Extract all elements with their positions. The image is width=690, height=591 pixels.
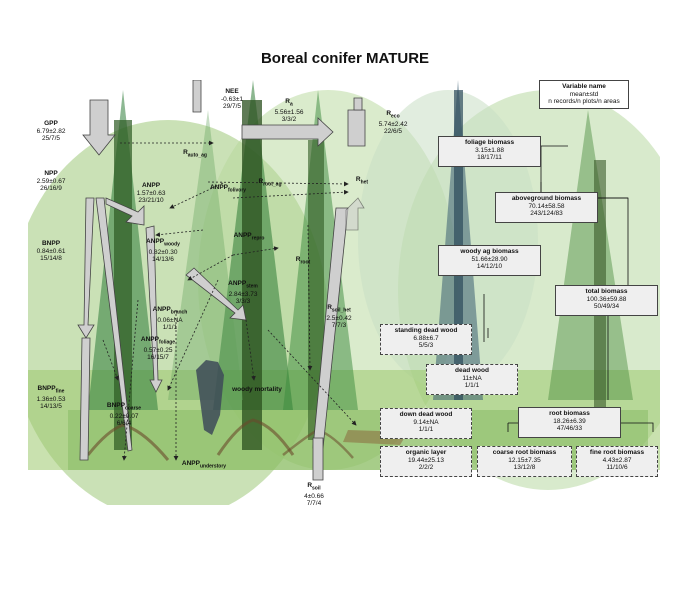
legend-line-3: n records/n plots/n areas [548, 98, 620, 105]
woody-ag-biomass-box: woody ag biomass 51.66±28.90 14/12/10 [438, 245, 541, 276]
reco-label: Reco 5.74±2.42 22/6/5 [378, 110, 408, 136]
rroot-ag-label: Rroot_ag [258, 178, 282, 188]
total-biomass-box: total biomass 100.36±59.88 50/49/34 [555, 285, 658, 316]
fine-root-biomass-box: fine root biomass 4.43±2.87 11/10/6 [576, 446, 658, 477]
anpp-understory-label: ANPPunderstory [181, 460, 227, 470]
bnpp-coarse-label: BNPPcoarse 0.22±0.07 6/6/4 [106, 402, 142, 428]
rsoil-label: Rsoil 4±0.66 7/7/4 [304, 482, 324, 508]
legend-line-2: mean±std [569, 90, 599, 98]
bnpp-label: BNPP 0.84±0.61 15/14/8 [36, 240, 66, 262]
nee-label: NEE -0.63±1 29/7/5 [221, 88, 243, 110]
anpp-folivory-label: ANPPfolivory [209, 184, 247, 194]
anpp-repro-label: ANPPrepro [233, 232, 265, 242]
legend-line-1: Variable name [562, 83, 606, 90]
diagram-title: Boreal conifer MATURE [260, 50, 430, 67]
rauto-ag-label: Rauto_ag [183, 149, 207, 159]
down-dead-wood-box: down dead wood 9.14±NA 1/1/1 [380, 408, 472, 439]
foliage-biomass-box: foliage biomass 3.15±1.88 18/17/11 [438, 136, 541, 167]
woody-mortality-label: woody mortality [232, 386, 282, 393]
root-biomass-box: root biomass 18.26±6.39 47/46/33 [518, 407, 621, 438]
bnpp-fine-label: BNPPfine 1.36±0.53 14/13/5 [36, 385, 66, 411]
rhet-label: Rhet [355, 176, 369, 186]
anpp-stem-label: ANPPstem 2.84±3.73 3/3/3 [228, 280, 258, 306]
aboveground-biomass-box: aboveground biomass 70.14±58.58 243/124/83 [495, 192, 598, 223]
anpp-label: ANPP 1.57±0.63 23/21/10 [136, 182, 166, 204]
dead-wood-box: dead wood 11±NA 1/1/1 [426, 364, 518, 395]
anpp-woody-label: ANPPwoody 0.82±0.30 14/13/6 [146, 238, 180, 264]
rsoil-het-label: Rsoil_het 2.5±0.42 7/7/3 [326, 304, 352, 330]
rroot-label: Rroot [295, 256, 311, 266]
anpp-branch-label: ANPPbranch 0.06±NA 1/1/1 [152, 306, 188, 332]
organic-layer-box: organic layer 19.44±25.13 2/2/2 [380, 446, 472, 477]
npp-label: NPP 2.59±0.67 26/16/9 [36, 170, 66, 192]
standing-dead-wood-box: standing dead wood 6.88±6.7 5/5/3 [380, 324, 472, 355]
ra-label: Ra 5.56±1.56 3/3/2 [274, 98, 304, 124]
anpp-foliage-label: ANPPfoliage 0.57±0.25 16/15/7 [140, 336, 176, 362]
legend-box: Variable name mean±std n records/n plots… [539, 80, 629, 109]
gpp-label: GPP 6.79±2.82 25/7/5 [36, 120, 66, 142]
coarse-root-biomass-box: coarse root biomass 12.15±7.35 13/12/8 [477, 446, 572, 477]
forest-scene: GPP 6.79±2.82 25/7/5 NPP 2.59±0.67 26/16/9 B… [28, 80, 660, 508]
